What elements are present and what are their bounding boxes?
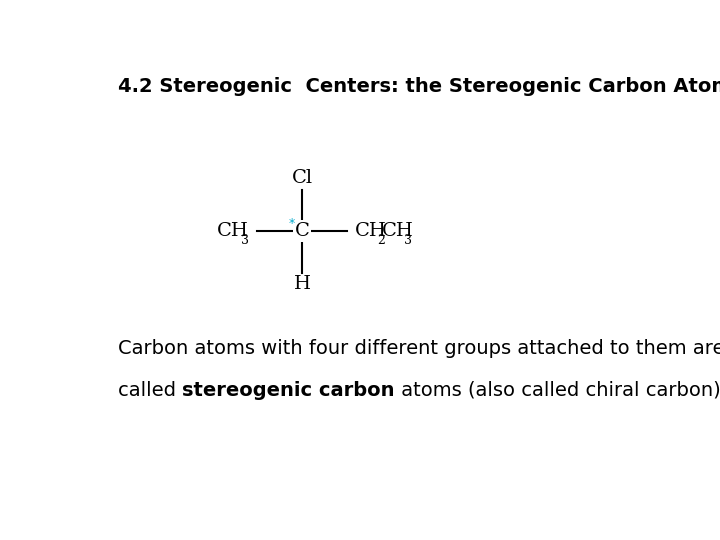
Text: called: called xyxy=(118,381,182,400)
Text: stereogenic carbon: stereogenic carbon xyxy=(182,381,395,400)
Text: 4.2 Stereogenic  Centers: the Stereogenic Carbon Atom: 4.2 Stereogenic Centers: the Stereogenic… xyxy=(118,77,720,96)
Text: CH: CH xyxy=(355,222,387,240)
Text: 3: 3 xyxy=(241,234,249,247)
Text: H: H xyxy=(294,275,310,293)
Text: 2: 2 xyxy=(377,234,385,247)
Text: C: C xyxy=(294,222,310,240)
Text: *: * xyxy=(289,217,295,230)
Text: atoms (also called chiral carbon): atoms (also called chiral carbon) xyxy=(395,381,720,400)
Text: Cl: Cl xyxy=(292,170,312,187)
Text: Carbon atoms with four different groups attached to them are: Carbon atoms with four different groups … xyxy=(118,339,720,358)
Text: 3: 3 xyxy=(404,234,412,247)
Text: CH: CH xyxy=(217,222,249,240)
Text: CH: CH xyxy=(382,222,414,240)
